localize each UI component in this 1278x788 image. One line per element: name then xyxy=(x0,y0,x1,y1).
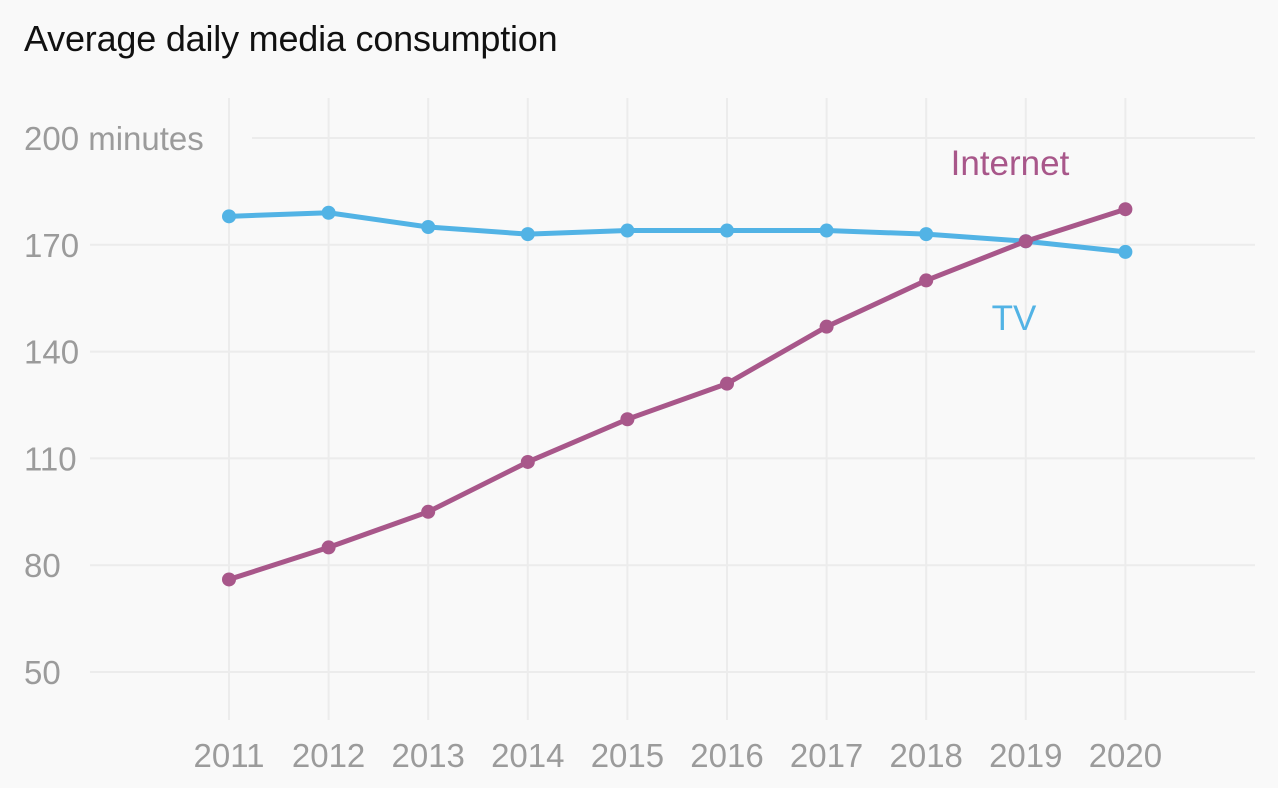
series-label-tv: TV xyxy=(992,299,1037,338)
data-point-tv xyxy=(819,223,834,238)
x-tick-label: 2019 xyxy=(989,737,1062,774)
data-point-internet xyxy=(1018,234,1033,249)
grid xyxy=(90,98,1255,720)
data-point-tv xyxy=(421,220,436,234)
series-label-internet: Internet xyxy=(951,144,1070,183)
y-axis-ticks: 200 minutes 170 140 110 80 50 xyxy=(24,120,204,691)
data-point-internet xyxy=(819,319,834,334)
data-point-tv xyxy=(1118,244,1133,259)
series-internet xyxy=(222,202,1133,587)
y-tick-label: 110 xyxy=(24,440,77,477)
y-tick-label: 50 xyxy=(24,654,61,691)
series-line-internet xyxy=(228,206,1127,582)
x-tick-label: 2015 xyxy=(591,737,664,774)
data-point-internet xyxy=(321,540,336,555)
data-point-tv xyxy=(222,209,236,224)
data-point-tv xyxy=(919,227,934,242)
series-labels: TV Internet xyxy=(951,144,1070,338)
x-axis-ticks: 2011 2012 2013 2014 2015 2016 2017 2018 2019 2020 xyxy=(194,737,1163,774)
data-point-tv xyxy=(620,223,635,238)
x-tick-label: 2017 xyxy=(790,737,863,774)
x-tick-label: 2016 xyxy=(690,737,763,774)
data-point-internet xyxy=(620,412,635,427)
x-tick-label: 2014 xyxy=(491,737,564,774)
chart-title: Average daily media consumption xyxy=(24,18,558,59)
x-tick-label: 2012 xyxy=(292,737,365,774)
data-point-tv xyxy=(520,227,535,242)
y-tick-label: 170 xyxy=(24,227,79,264)
x-tick-label: 2018 xyxy=(889,737,962,774)
data-point-internet xyxy=(520,454,535,469)
data-point-internet xyxy=(919,273,934,288)
x-tick-label: 2013 xyxy=(391,737,464,774)
data-point-internet xyxy=(421,504,436,519)
data-point-internet xyxy=(1118,202,1133,217)
series-tv xyxy=(222,205,1133,259)
series-lines xyxy=(222,202,1133,587)
data-point-internet xyxy=(720,376,734,391)
x-tick-label: 2020 xyxy=(1089,737,1162,774)
data-point-tv xyxy=(720,223,734,238)
y-tick-label: 140 xyxy=(24,334,79,371)
data-point-internet xyxy=(222,572,236,587)
y-tick-label: 80 xyxy=(24,547,61,584)
y-tick-label: 200 minutes xyxy=(24,120,204,157)
series-line-tv xyxy=(228,210,1126,255)
data-point-tv xyxy=(321,205,336,220)
x-tick-label: 2011 xyxy=(194,737,265,774)
